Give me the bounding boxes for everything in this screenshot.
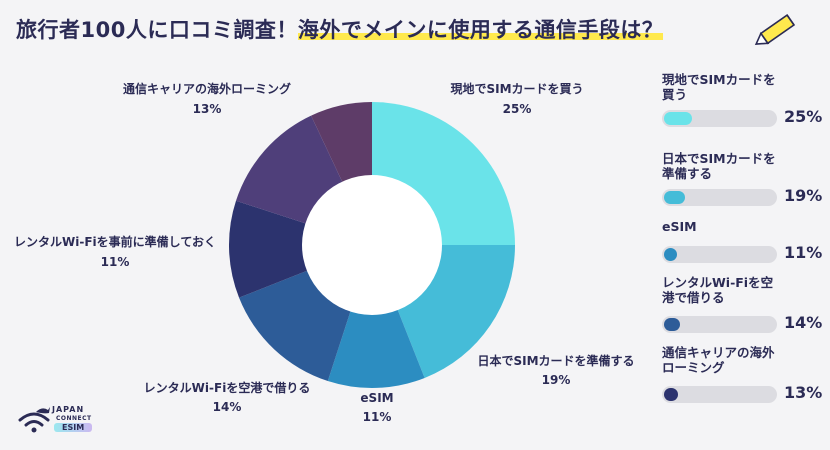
slice-label-4-name: レンタルWi-Fiを事前に準備しておく bbox=[14, 234, 216, 249]
progress-fill bbox=[664, 112, 692, 125]
logo-line2: CONNECT bbox=[56, 415, 92, 422]
donut-slice-4 bbox=[228, 200, 372, 298]
side-item-pct: 13% bbox=[784, 383, 823, 402]
side-bar-row: 14% bbox=[662, 313, 828, 335]
side-bar-row: 11% bbox=[662, 243, 828, 265]
side-item: 現地でSIMカードを買う 25% bbox=[662, 72, 828, 127]
side-item-pct: 19% bbox=[784, 186, 823, 205]
slice-label-0-value: 25% bbox=[503, 102, 532, 116]
donut-slice-2 bbox=[327, 245, 425, 389]
progress-fill bbox=[664, 248, 677, 261]
slice-label-1-value: 19% bbox=[542, 373, 571, 387]
slice-label-3-name: レンタルWi-Fiを空港で借りる bbox=[144, 380, 311, 395]
side-bar-row: 25% bbox=[662, 107, 828, 129]
title-part1: 旅行者100人に口コミ調査！ bbox=[16, 18, 298, 42]
side-item-name: eSIM bbox=[662, 219, 697, 234]
side-item-name: 現地でSIMカードを買う bbox=[662, 72, 776, 102]
side-item-pct: 14% bbox=[784, 313, 823, 332]
side-item-name: 通信キャリアの海外ローミング bbox=[662, 345, 775, 375]
slice-label-2-value: 11% bbox=[363, 410, 392, 424]
side-bar-row: 19% bbox=[662, 186, 828, 208]
slice-label-0-name: 現地でSIMカードを買う bbox=[450, 81, 583, 96]
logo-line3: ESIM bbox=[54, 423, 93, 432]
progress-fill bbox=[664, 318, 680, 331]
progress-track bbox=[662, 246, 777, 263]
progress-track bbox=[662, 110, 777, 127]
progress-fill bbox=[664, 388, 679, 401]
pencil-icon bbox=[754, 13, 796, 45]
side-item: レンタルWi-Fiを空港で借りる 14% bbox=[662, 275, 828, 333]
title-area: 旅行者100人に口コミ調査！海外でメインに使用する通信手段は？ bbox=[0, 8, 830, 48]
donut-slices bbox=[228, 102, 515, 389]
side-item: 日本でSIMカードを準備する 19% bbox=[662, 151, 828, 206]
progress-track bbox=[662, 316, 777, 333]
wifi-whale-icon bbox=[18, 407, 50, 433]
slice-label-1-name: 日本でSIMカードを準備する bbox=[477, 353, 634, 368]
slice-label-4-value: 11% bbox=[101, 255, 130, 269]
logo-line1: JAPAN bbox=[52, 405, 85, 414]
side-item-pct: 11% bbox=[784, 243, 823, 262]
donut-hole bbox=[302, 175, 442, 315]
slice-label-3-value: 14% bbox=[213, 400, 242, 414]
side-item: eSIM 11% bbox=[662, 219, 828, 263]
slice-label-2-name: eSIM bbox=[360, 391, 393, 405]
slice-label-5-value: 13% bbox=[193, 102, 222, 116]
page-title: 旅行者100人に口コミ調査！海外でメインに使用する通信手段は？ bbox=[16, 14, 664, 44]
side-item: 通信キャリアの海外ローミング 13% bbox=[662, 345, 828, 403]
side-item-name: 日本でSIMカードを準備する bbox=[662, 151, 776, 181]
progress-track bbox=[662, 386, 777, 403]
side-item-pct: 25% bbox=[784, 107, 823, 126]
progress-fill bbox=[664, 191, 686, 204]
progress-track bbox=[662, 189, 777, 206]
title-part2: 海外でメインに使用する通信手段は？ bbox=[297, 18, 664, 42]
donut-chart: 現地でSIMカードを買う 25% 日本でSIMカードを準備する 19% eSIM… bbox=[14, 81, 635, 424]
side-item-name: レンタルWi-Fiを空港で借りる bbox=[662, 275, 774, 305]
side-bar-row: 13% bbox=[662, 383, 828, 405]
slice-label-5-name: 通信キャリアの海外ローミング bbox=[123, 81, 291, 96]
brand-logo: JAPAN CONNECT ESIM bbox=[16, 402, 106, 438]
